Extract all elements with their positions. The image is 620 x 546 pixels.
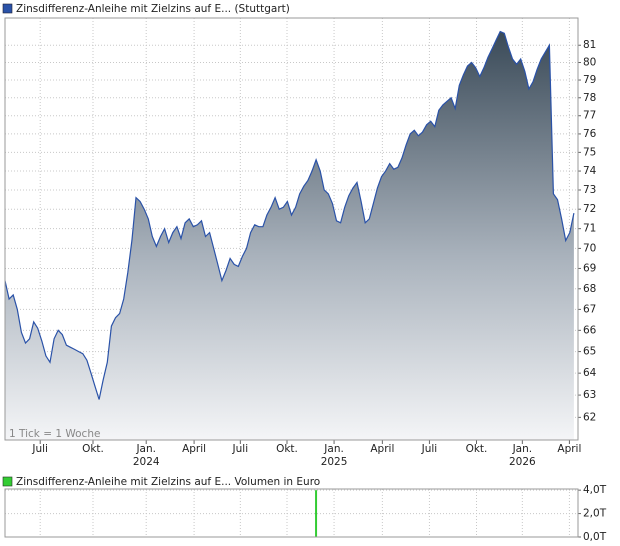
y-tick-label: 4,0T <box>583 484 607 496</box>
y-tick-label: 67 <box>583 303 596 315</box>
x-tick-label: Okt. <box>466 443 488 455</box>
x-tick-label: Okt. <box>82 443 104 455</box>
x-tick-label: Juli <box>421 443 438 455</box>
bar <box>315 490 318 537</box>
y-tick-label: 70 <box>583 242 596 254</box>
note: 1 Tick = 1 Woche <box>9 428 100 440</box>
x-tick-label: April <box>182 443 206 455</box>
x-tick-label: April <box>370 443 394 455</box>
y-tick-label: 66 <box>583 324 597 336</box>
area <box>5 31 574 440</box>
plot-frame <box>4 488 579 538</box>
y-tick-label: 62 <box>583 411 596 423</box>
x-year-label: 2024 <box>133 456 160 468</box>
y-tick-label: 68 <box>583 283 596 295</box>
legend-label: Zinsdifferenz-Anleihe mit Zielzins auf E… <box>16 476 320 488</box>
legend-swatch <box>2 476 13 487</box>
x-tick-label: Juli <box>232 443 249 455</box>
y-tick-label: 72 <box>583 203 596 215</box>
y-tick-label: 81 <box>583 39 596 51</box>
y-tick-label: 71 <box>583 223 596 235</box>
y-tick-label: 63 <box>583 389 596 401</box>
y-tick-label: 2,0T <box>583 508 607 520</box>
x-tick-label: Jan. <box>512 443 533 455</box>
x-year-label: 2025 <box>321 456 348 468</box>
y-tick-label: 69 <box>583 262 596 274</box>
x-year-label: 2026 <box>509 456 536 468</box>
x-tick-label: Juli <box>31 443 48 455</box>
y-tick-label: 64 <box>583 367 597 379</box>
legend-name: Zinsdifferenz-Anleihe mit Zielzins auf E… <box>16 476 231 488</box>
x-tick-label: Jan. <box>323 443 344 455</box>
y-tick-label: 78 <box>583 92 596 104</box>
x-tick-label: April <box>557 443 581 455</box>
x-tick-label: Okt. <box>276 443 298 455</box>
y-tick-label: 73 <box>583 184 596 196</box>
y-tick-label: 74 <box>583 165 597 177</box>
line <box>4 30 575 400</box>
plot-frame <box>4 17 579 441</box>
x-tick-label: Jan. <box>135 443 156 455</box>
y-tick-label: 79 <box>583 74 596 86</box>
legend-label: Zinsdifferenz-Anleihe mit Zielzins auf E… <box>16 3 290 15</box>
y-tick-label: 65 <box>583 346 596 358</box>
y-tick-label: 77 <box>583 110 596 122</box>
legend-unit: Volumen in Euro <box>234 476 320 488</box>
y-tick-label: 80 <box>583 57 596 69</box>
legend-swatch <box>2 3 13 14</box>
y-tick-label: 75 <box>583 146 596 158</box>
y-tick-label: 76 <box>583 128 597 140</box>
y-tick-label: 0,0T <box>583 531 607 543</box>
